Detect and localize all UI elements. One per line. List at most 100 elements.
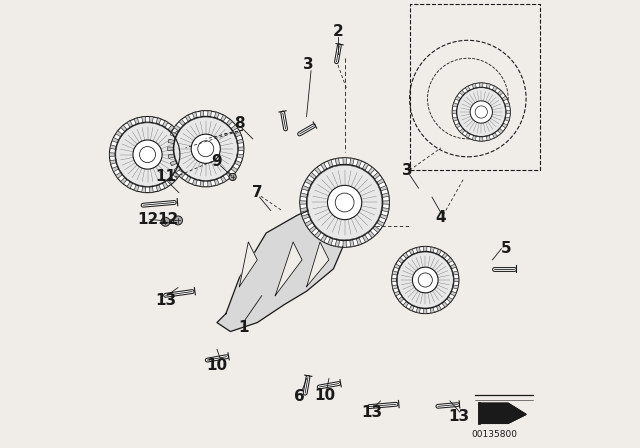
Polygon shape xyxy=(398,258,404,263)
Polygon shape xyxy=(451,291,456,296)
Polygon shape xyxy=(430,247,435,253)
Polygon shape xyxy=(300,207,307,212)
Polygon shape xyxy=(179,172,185,178)
Polygon shape xyxy=(300,201,307,204)
Polygon shape xyxy=(170,160,177,166)
Polygon shape xyxy=(200,181,204,187)
Polygon shape xyxy=(506,110,510,114)
Polygon shape xyxy=(110,160,116,164)
Text: 8: 8 xyxy=(234,116,244,131)
Polygon shape xyxy=(505,117,510,121)
Polygon shape xyxy=(168,139,175,143)
Polygon shape xyxy=(479,83,483,87)
Polygon shape xyxy=(214,179,220,185)
Polygon shape xyxy=(110,145,116,149)
Polygon shape xyxy=(455,96,461,101)
Text: 3: 3 xyxy=(481,411,491,426)
Polygon shape xyxy=(383,201,389,204)
Polygon shape xyxy=(179,160,185,164)
Polygon shape xyxy=(235,160,241,166)
Text: 4: 4 xyxy=(436,210,446,225)
Text: 11: 11 xyxy=(155,169,176,185)
Polygon shape xyxy=(134,185,139,191)
Text: 2: 2 xyxy=(333,24,343,39)
Text: 13: 13 xyxy=(448,409,470,424)
Polygon shape xyxy=(486,83,490,89)
Polygon shape xyxy=(350,158,354,165)
Polygon shape xyxy=(275,242,302,296)
Text: 13: 13 xyxy=(155,293,176,308)
Polygon shape xyxy=(227,119,232,126)
Polygon shape xyxy=(328,238,333,245)
Circle shape xyxy=(109,116,186,193)
Polygon shape xyxy=(127,121,132,127)
Polygon shape xyxy=(486,135,490,141)
Polygon shape xyxy=(356,160,362,167)
Circle shape xyxy=(470,101,492,123)
Polygon shape xyxy=(141,186,146,193)
Polygon shape xyxy=(424,309,427,314)
Polygon shape xyxy=(335,158,339,165)
Polygon shape xyxy=(380,185,387,191)
Polygon shape xyxy=(307,242,329,287)
Circle shape xyxy=(133,140,162,169)
Polygon shape xyxy=(156,185,161,191)
Polygon shape xyxy=(221,115,227,121)
Polygon shape xyxy=(442,253,447,258)
Polygon shape xyxy=(174,125,180,131)
Polygon shape xyxy=(392,285,398,289)
Text: 5: 5 xyxy=(500,241,511,256)
Polygon shape xyxy=(451,264,456,269)
Polygon shape xyxy=(185,115,191,121)
Polygon shape xyxy=(373,226,380,233)
Polygon shape xyxy=(314,231,321,238)
Polygon shape xyxy=(127,182,132,189)
Polygon shape xyxy=(180,153,186,156)
Polygon shape xyxy=(134,118,139,124)
Polygon shape xyxy=(141,116,146,123)
Polygon shape xyxy=(179,119,185,126)
Polygon shape xyxy=(380,214,387,220)
Polygon shape xyxy=(156,118,161,124)
Polygon shape xyxy=(227,172,232,178)
Polygon shape xyxy=(394,291,400,296)
Circle shape xyxy=(392,246,459,314)
Polygon shape xyxy=(392,278,397,282)
Polygon shape xyxy=(192,179,197,185)
Text: 10: 10 xyxy=(314,388,335,403)
Polygon shape xyxy=(343,241,346,247)
Polygon shape xyxy=(492,86,497,91)
Text: 12: 12 xyxy=(157,212,179,227)
Polygon shape xyxy=(207,181,212,187)
Polygon shape xyxy=(362,163,369,170)
Polygon shape xyxy=(452,103,458,107)
Polygon shape xyxy=(398,297,404,302)
Circle shape xyxy=(397,252,453,308)
Polygon shape xyxy=(177,166,183,172)
Circle shape xyxy=(173,216,182,225)
Polygon shape xyxy=(149,186,154,193)
Polygon shape xyxy=(231,125,237,131)
Polygon shape xyxy=(447,297,452,302)
Text: 13: 13 xyxy=(361,405,382,420)
Polygon shape xyxy=(460,90,465,95)
Polygon shape xyxy=(121,125,127,132)
Polygon shape xyxy=(447,258,452,263)
Polygon shape xyxy=(452,271,458,275)
Polygon shape xyxy=(362,235,369,242)
Polygon shape xyxy=(409,305,414,311)
Polygon shape xyxy=(479,403,526,423)
Polygon shape xyxy=(314,167,321,174)
Text: 12: 12 xyxy=(137,212,158,227)
Polygon shape xyxy=(452,285,458,289)
Polygon shape xyxy=(173,131,179,137)
Circle shape xyxy=(116,123,179,186)
Circle shape xyxy=(300,158,390,247)
Polygon shape xyxy=(200,111,204,117)
Polygon shape xyxy=(465,86,470,91)
Polygon shape xyxy=(382,193,389,198)
Polygon shape xyxy=(168,154,175,159)
Circle shape xyxy=(452,83,511,141)
Polygon shape xyxy=(460,129,465,134)
Polygon shape xyxy=(392,271,398,275)
